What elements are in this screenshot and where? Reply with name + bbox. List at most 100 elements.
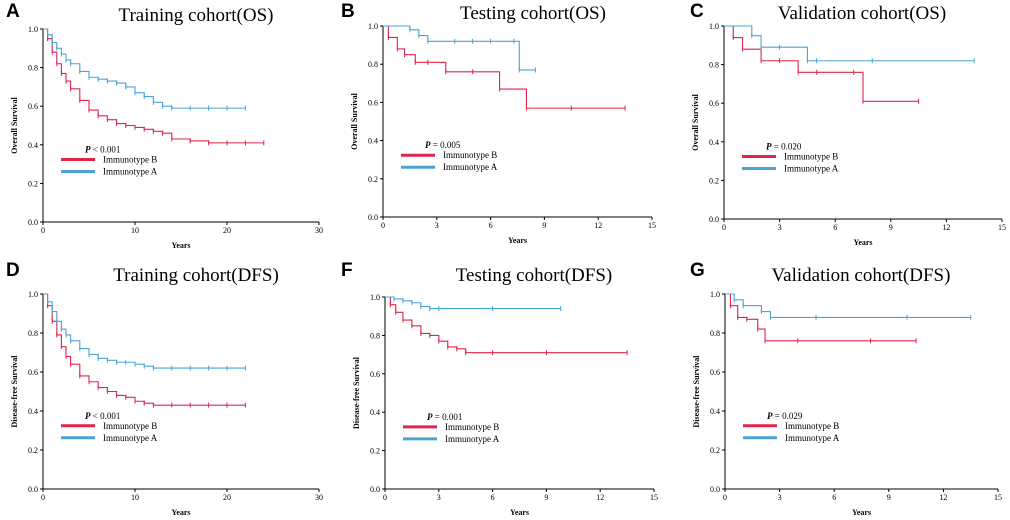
panel-G: G Validation cohort(DFS) 0.0 0.2 0.4 0.6 0.8 1.… (690, 260, 1002, 517)
y-axis-label: Disease-free Survival (10, 355, 19, 428)
y-tick-label: 0.4 (709, 138, 719, 147)
x-tick-label: 15 (648, 221, 656, 230)
legend-label: Immunotype A (785, 433, 840, 443)
panel-A: A Training cohort(OS) 0.0 0.2 0.4 0.6 0.8 1.0 0 1… (6, 1, 323, 250)
x-tick-label: 10 (131, 493, 139, 502)
legend-label: Immunotype A (784, 164, 839, 174)
x-axis-label: Years (171, 241, 190, 250)
p-value: P = 0.001 (427, 412, 462, 422)
x-tick-label: 30 (315, 493, 323, 502)
y-tick-label: 0.0 (368, 213, 378, 222)
x-axis-label: Years (171, 508, 190, 517)
y-tick-label: 1.0 (368, 22, 378, 31)
legend-label: Immunotype B (445, 422, 499, 432)
y-tick-label: 0.2 (368, 175, 378, 184)
y-tick-label: 0.0 (709, 215, 719, 224)
y-axis-label: Overall Survival (10, 96, 19, 153)
x-tick-label: 12 (942, 223, 950, 232)
x-tick-label: 30 (315, 226, 323, 235)
panel-C: C Validation cohort(OS) 0.0 0.2 0.4 0.6 0.8 1.0… (690, 1, 1006, 247)
km-curve-immunotype-b (383, 25, 626, 109)
x-tick-label: 3 (437, 493, 441, 502)
x-tick-label: 15 (994, 493, 1002, 502)
x-tick-label: 10 (131, 226, 139, 235)
x-tick-label: 6 (489, 221, 493, 230)
y-tick-label: 0.4 (368, 137, 378, 146)
panel-title: Testing cohort(DFS) (456, 265, 612, 286)
x-tick-label: 6 (832, 493, 836, 502)
y-tick-label: 0.0 (370, 485, 380, 494)
y-tick-label: 0.0 (710, 485, 720, 494)
x-tick-label: 0 (383, 493, 387, 502)
x-axis-label: Years (852, 508, 871, 517)
x-tick-label: 6 (491, 493, 495, 502)
km-curve-immunotype-a (43, 293, 246, 369)
x-tick-label: 9 (542, 221, 546, 230)
y-tick-label: 0.6 (710, 368, 720, 377)
y-tick-label: 0.8 (368, 60, 378, 69)
legend-label: Immunotype B (785, 421, 839, 431)
y-axis-label: Overall Survival (691, 93, 700, 150)
x-tick-label: 20 (223, 493, 231, 502)
y-tick-label: 0.4 (28, 407, 38, 416)
y-tick-label: 0.4 (28, 141, 38, 150)
y-tick-label: 0.2 (709, 176, 719, 185)
y-tick-label: 0.2 (370, 447, 380, 456)
x-tick-label: 3 (778, 493, 782, 502)
km-curve-immunotype-a (383, 25, 536, 71)
p-value: P < 0.001 (85, 411, 120, 421)
panel-title: Validation cohort(OS) (778, 3, 946, 24)
x-tick-label: 20 (223, 226, 231, 235)
km-curve-immunotype-b (43, 28, 264, 144)
y-tick-label: 0.6 (709, 99, 719, 108)
legend-label: Immunotype A (103, 167, 158, 177)
x-tick-label: 15 (998, 223, 1006, 232)
legend-label: Immunotype A (103, 433, 158, 443)
y-axis-label: Overall Survival (350, 92, 359, 149)
x-tick-label: 15 (650, 493, 658, 502)
y-tick-label: 0.6 (368, 98, 378, 107)
x-tick-label: 3 (778, 223, 782, 232)
y-tick-label: 1.0 (28, 290, 38, 299)
x-tick-label: 9 (544, 493, 548, 502)
p-value: P = 0.005 (425, 140, 461, 150)
y-tick-label: 0.6 (28, 102, 38, 111)
y-tick-label: 1.0 (370, 293, 380, 302)
y-tick-label: 0.8 (28, 329, 38, 338)
panel-F: F Testing cohort(DFS) 0.0 0.2 0.4 0.6 0.8 1.0 0 3… (341, 260, 658, 517)
km-curve-immunotype-b (43, 293, 246, 406)
legend-label: Immunotype B (103, 421, 157, 431)
x-axis-label: Years (508, 236, 527, 245)
panel-label: F (341, 260, 353, 281)
y-tick-label: 0.6 (28, 368, 38, 377)
panel-D: D Training cohort(DFS) 0.0 0.2 0.4 0.6 0.8 1.0 0… (6, 260, 323, 517)
p-value: P = 0.020 (766, 142, 802, 152)
y-tick-label: 0.4 (370, 408, 380, 417)
legend-label: Immunotype B (784, 152, 838, 162)
y-tick-label: 0.8 (709, 61, 719, 70)
panel-title: Training cohort(OS) (119, 5, 274, 26)
y-tick-label: 0.4 (710, 407, 720, 416)
y-tick-label: 0.2 (28, 179, 38, 188)
y-tick-label: 0.8 (710, 329, 720, 338)
x-tick-label: 9 (887, 493, 891, 502)
x-tick-label: 12 (939, 493, 947, 502)
y-tick-label: 1.0 (709, 22, 719, 31)
panel-title: Validation cohort(DFS) (772, 265, 951, 286)
legend-label: Immunotype A (445, 434, 500, 444)
y-axis-label: Disease-free Survival (692, 355, 701, 428)
x-tick-label: 12 (596, 493, 604, 502)
km-curve-immunotype-a (385, 296, 561, 310)
panel-label: D (6, 260, 20, 281)
y-tick-label: 0.8 (28, 64, 38, 73)
x-tick-label: 9 (889, 223, 893, 232)
y-tick-label: 1.0 (28, 25, 38, 34)
y-tick-label: 0.6 (370, 370, 380, 379)
x-tick-label: 0 (723, 493, 727, 502)
y-tick-label: 1.0 (710, 290, 720, 299)
p-value: P < 0.001 (85, 145, 120, 155)
x-tick-label: 0 (41, 493, 45, 502)
x-tick-label: 6 (833, 223, 837, 232)
x-tick-label: 12 (594, 221, 602, 230)
